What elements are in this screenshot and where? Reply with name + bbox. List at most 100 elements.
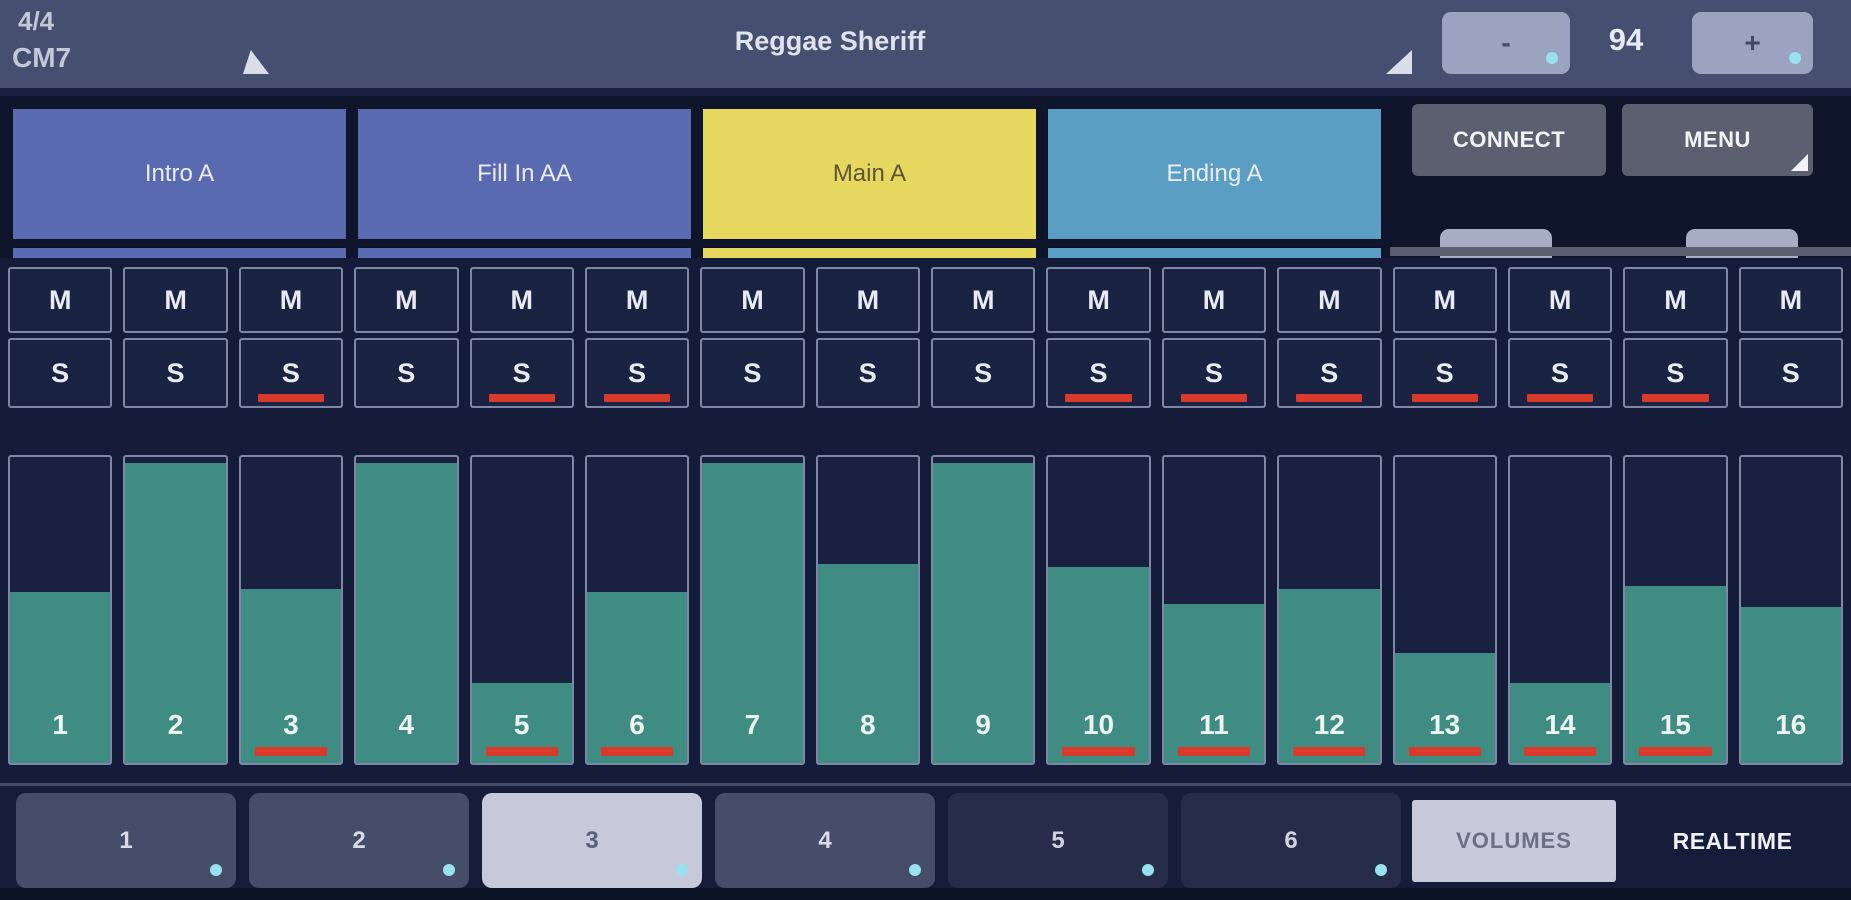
style-part-button[interactable]: Intro A [12,108,347,240]
fader-fill [1048,567,1149,763]
mute-button-ch9[interactable]: M [931,267,1036,333]
mute-button-ch10[interactable]: M [1046,267,1151,333]
solo-button-ch5[interactable]: S [469,338,574,408]
solo-button-ch3[interactable]: S [238,338,344,408]
solo-button-ch9[interactable]: S [931,338,1036,408]
fader-ch15[interactable]: 15 [1623,455,1728,765]
fader-number: 6 [629,709,645,740]
mute-button-ch6[interactable]: M [584,267,690,333]
registration-button-6[interactable]: 6 [1181,793,1401,888]
solo-button-ch11[interactable]: S [1161,338,1267,408]
solo-accent-underline [1065,394,1132,402]
fader-ch13[interactable]: 13 [1392,455,1497,765]
tempo-plus-label: + [1744,27,1761,58]
fader-ch2[interactable]: 2 [123,455,228,765]
fader-ch10[interactable]: 10 [1046,455,1151,765]
solo-button-ch15[interactable]: S [1623,338,1728,408]
mute-button-ch5[interactable]: M [469,267,574,333]
style-part-next-row-sliver[interactable] [12,247,347,258]
fader-accent-underline [254,747,328,756]
style-name[interactable]: Reggae Sheriff [734,26,926,56]
mute-button-ch13[interactable]: M [1392,267,1497,333]
mute-button-ch4[interactable]: M [354,267,459,333]
fader-ch6[interactable]: 6 [584,455,690,765]
fader-ch1[interactable]: 1 [8,455,113,765]
fader-ch14[interactable]: 14 [1507,455,1613,765]
style-part-button[interactable]: Main A [702,108,1037,240]
long-press-dot [1142,864,1154,876]
solo-button-ch7[interactable]: S [700,338,805,408]
style-part-next-row-sliver[interactable] [1047,247,1382,258]
registration-button-2[interactable]: 2 [249,793,469,888]
mute-button-ch16[interactable]: M [1738,267,1843,333]
menu-label: MENU [1684,127,1751,152]
fader-accent-underline [1293,747,1366,756]
solo-button-ch14[interactable]: S [1507,338,1613,408]
fader-number: 4 [398,709,415,740]
fader-ch12[interactable]: 12 [1277,455,1382,765]
style-part-next-row-sliver[interactable] [702,247,1037,258]
long-press-dot [210,864,222,876]
divider-strip [1390,247,1851,256]
solo-button-ch12[interactable]: S [1277,338,1382,408]
solo-button-ch1[interactable]: S [8,338,113,408]
mute-button-ch8[interactable]: M [815,267,920,333]
style-part-intro-a: Intro A [12,108,347,258]
registration-button-5[interactable]: 5 [948,793,1168,888]
style-part-button[interactable]: Ending A [1047,108,1382,240]
menu-button[interactable]: MENU [1622,104,1813,176]
mute-button-ch2[interactable]: M [123,267,228,333]
tempo-plus-button[interactable]: + [1692,12,1813,74]
fader-ch4[interactable]: 4 [354,455,459,765]
mute-button-ch7[interactable]: M [700,267,805,333]
tempo-minus-button[interactable]: - [1442,12,1570,74]
fader-number: 9 [975,709,991,740]
mute-button-ch14[interactable]: M [1507,267,1613,333]
registration-button-4[interactable]: 4 [715,793,935,888]
solo-accent-underline [1296,394,1363,402]
fader-ch5[interactable]: 5 [469,455,574,765]
registration-button-label: 4 [818,826,832,854]
solo-button-ch13[interactable]: S [1392,338,1497,408]
mute-button-ch11[interactable]: M [1161,267,1267,333]
solo-button-ch16[interactable]: S [1738,338,1843,408]
style-part-next-row-sliver[interactable] [357,247,692,258]
solo-button-ch2[interactable]: S [123,338,228,408]
connect-button[interactable]: CONNECT [1412,104,1606,176]
solo-button-ch10[interactable]: S [1046,338,1151,408]
fader-ch11[interactable]: 11 [1161,455,1267,765]
fader-ch9[interactable]: 9 [931,455,1036,765]
registration-button-label: 3 [585,826,599,854]
fader-fill [125,463,226,763]
solo-button-ch6[interactable]: S [584,338,690,408]
style-part-button[interactable]: Fill In AA [357,108,692,240]
registration-button-1[interactable]: 1 [16,793,236,888]
fader-number: 2 [167,709,184,740]
fader-ch16[interactable]: 16 [1738,455,1843,765]
registration-button-3[interactable]: 3 [482,793,702,888]
mute-button-ch1[interactable]: M [8,267,113,333]
solo-button-ch8[interactable]: S [815,338,920,408]
long-press-dot [1546,52,1558,64]
mute-button-ch3[interactable]: M [238,267,344,333]
fader-number: 15 [1659,709,1692,740]
style-parts-section: Intro A Fill In AA Main A Ending A CONNECT … [0,96,1851,258]
mute-button-ch12[interactable]: M [1277,267,1382,333]
mute-button-ch15[interactable]: M [1623,267,1728,333]
solo-accent-underline [257,394,325,402]
fader-accent-underline [600,747,674,756]
fader-ch8[interactable]: 8 [815,455,920,765]
solo-button-ch4[interactable]: S [354,338,459,408]
fader-ch7[interactable]: 7 [700,455,805,765]
volumes-button[interactable]: VOLUMES [1412,800,1616,882]
solo-accent-underline [488,394,555,402]
realtime-label: REALTIME [1672,827,1793,854]
fader-ch3[interactable]: 3 [238,455,344,765]
